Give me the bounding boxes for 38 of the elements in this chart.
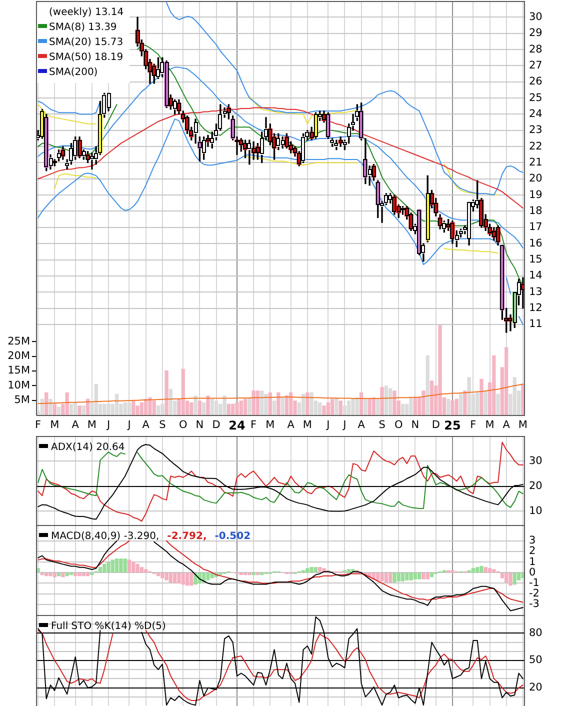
y-tick-label: 27 bbox=[529, 59, 542, 72]
annotation: -0.502 bbox=[214, 531, 251, 542]
y-tick-label: 0 bbox=[529, 566, 536, 578]
legend-label: Full STO %K(14) %D(5) bbox=[51, 621, 166, 632]
legend-label: ADX(14) 20.64 bbox=[51, 442, 125, 453]
y-tick-label: 20 bbox=[529, 682, 542, 694]
y-tick-label: 25 bbox=[529, 92, 542, 104]
legend-label: MACD(8,40,9) -3.290, bbox=[51, 531, 160, 542]
y-tick-label: 18 bbox=[529, 204, 542, 217]
y-tick-label: 1 bbox=[529, 556, 536, 568]
y-tick-label: 19 bbox=[529, 188, 542, 201]
y-tick-label: 3 bbox=[529, 534, 536, 547]
y-tick-label: 13 bbox=[529, 286, 542, 298]
y-tick-label: 17 bbox=[529, 221, 542, 234]
y-tick-label: 10 bbox=[529, 504, 542, 517]
y-tick-label: 30 bbox=[529, 454, 542, 467]
y-tick-label: 15 bbox=[529, 253, 542, 266]
y-tick-label: 50 bbox=[529, 654, 542, 666]
y-tick-label: 24 bbox=[529, 108, 543, 120]
y-tick-label: 11 bbox=[529, 318, 542, 330]
y-tick-label: -2 bbox=[529, 588, 540, 600]
y-tick-label: 28 bbox=[529, 43, 542, 56]
y-tick-label: 23 bbox=[529, 124, 542, 136]
y-tick-label: -1 bbox=[529, 576, 540, 589]
y-tick-label: 20 bbox=[529, 480, 542, 492]
y-tick-label: -3 bbox=[529, 598, 540, 610]
y-tick-label: 80 bbox=[529, 626, 542, 639]
y-tick-label: 30 bbox=[529, 10, 542, 23]
y-tick-label: 14 bbox=[529, 270, 543, 282]
y-tick-label: 20 bbox=[529, 172, 542, 185]
y-tick-label: 22 bbox=[529, 140, 542, 152]
y-tick-label: 16 bbox=[529, 237, 543, 250]
y-tick-label: 29 bbox=[529, 27, 542, 40]
y-tick-label: 21 bbox=[529, 156, 542, 168]
y-tick-label: 26 bbox=[529, 76, 543, 88]
y-tick-label: 12 bbox=[529, 302, 542, 314]
y-tick-label: 2 bbox=[529, 545, 536, 558]
series-label: -2.792, bbox=[167, 531, 207, 542]
